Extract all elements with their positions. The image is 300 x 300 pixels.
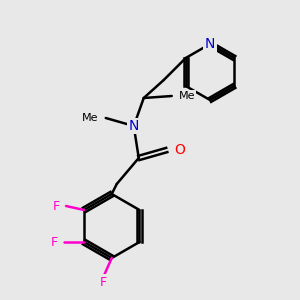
Text: F: F: [100, 275, 107, 289]
Text: Me: Me: [179, 91, 195, 101]
Text: F: F: [53, 200, 60, 212]
Text: N: N: [129, 119, 139, 133]
Text: Me: Me: [82, 113, 99, 123]
Text: N: N: [205, 37, 215, 51]
Text: O: O: [174, 143, 184, 157]
Text: F: F: [51, 236, 58, 248]
